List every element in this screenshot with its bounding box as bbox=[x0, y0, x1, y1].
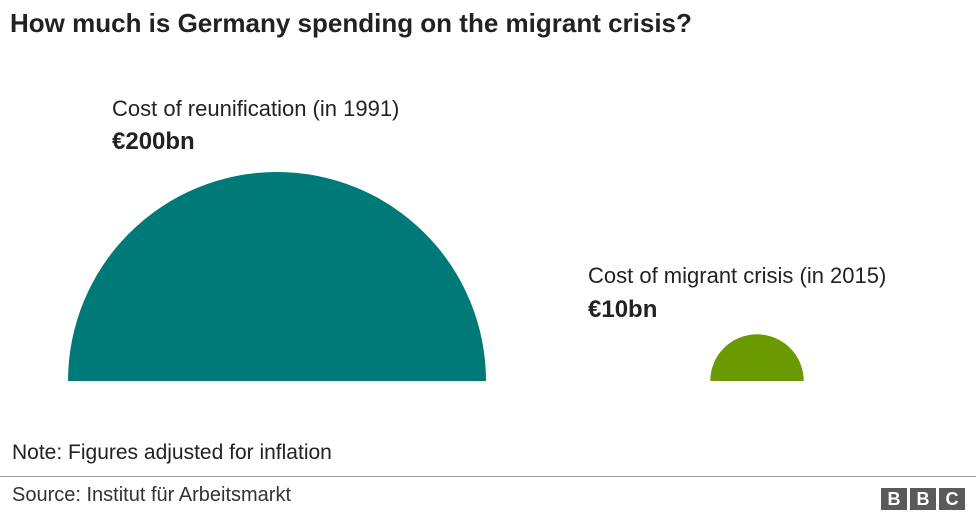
bbc-logo: B B C bbox=[881, 488, 965, 510]
logo-letter: C bbox=[939, 488, 965, 510]
reunification-value: €200bn bbox=[112, 128, 195, 155]
logo-letter: B bbox=[910, 488, 936, 510]
migrant-crisis-value: €10bn bbox=[588, 296, 658, 323]
source-text: Source: Institut für Arbeitsmarkt bbox=[12, 484, 291, 506]
migrant-crisis-label: Cost of migrant crisis (in 2015) bbox=[588, 263, 887, 288]
chart-area bbox=[68, 172, 804, 381]
chart-title: How much is Germany spending on the migr… bbox=[10, 8, 692, 38]
reunification-label: Cost of reunification (in 1991) bbox=[112, 96, 400, 121]
semicircle-migrant-crisis bbox=[710, 334, 804, 381]
logo-letter: B bbox=[881, 488, 907, 510]
footer-divider bbox=[0, 476, 976, 477]
note-text: Note: Figures adjusted for inflation bbox=[12, 441, 332, 464]
semicircle-reunification bbox=[68, 172, 486, 381]
